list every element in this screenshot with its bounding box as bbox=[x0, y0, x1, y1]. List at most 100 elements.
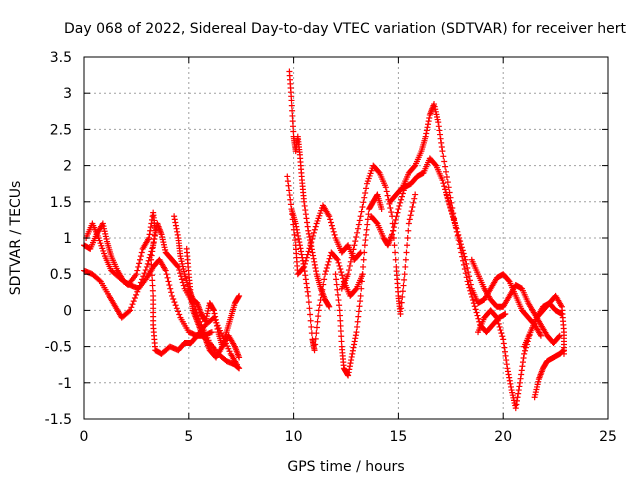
data-point bbox=[358, 208, 365, 215]
data-point bbox=[461, 253, 468, 260]
data-point bbox=[130, 298, 137, 305]
data-point bbox=[333, 276, 340, 283]
data-point bbox=[360, 263, 367, 270]
data-point bbox=[398, 185, 405, 192]
data-point bbox=[322, 271, 329, 278]
data-point bbox=[360, 199, 367, 206]
data-point bbox=[474, 312, 481, 319]
data-point bbox=[404, 242, 411, 249]
data-point bbox=[354, 229, 361, 236]
data-point bbox=[336, 302, 343, 309]
data-point bbox=[466, 273, 473, 280]
data-point bbox=[442, 163, 449, 170]
data-point bbox=[358, 278, 365, 285]
data-point bbox=[306, 305, 313, 312]
data-point bbox=[148, 256, 155, 263]
data-point bbox=[345, 267, 352, 274]
data-point bbox=[136, 256, 143, 263]
data-point bbox=[351, 242, 358, 249]
data-point bbox=[177, 270, 184, 277]
data-point bbox=[466, 277, 473, 284]
data-point bbox=[290, 226, 297, 233]
data-point bbox=[456, 235, 463, 241]
data-point bbox=[399, 293, 406, 300]
data-point bbox=[163, 271, 170, 278]
data-point bbox=[498, 330, 505, 337]
data-point bbox=[335, 259, 342, 266]
data-point bbox=[170, 296, 177, 303]
data-point bbox=[450, 216, 457, 223]
data-point bbox=[398, 193, 405, 200]
data-point bbox=[443, 173, 450, 180]
data-point bbox=[455, 231, 462, 238]
data-point bbox=[338, 338, 345, 345]
series-sat-n bbox=[475, 300, 565, 412]
data-point bbox=[136, 282, 143, 289]
data-point bbox=[326, 213, 333, 220]
data-point bbox=[133, 271, 140, 278]
x-tick-label: 15 bbox=[389, 429, 407, 445]
data-point bbox=[412, 191, 419, 198]
data-point bbox=[387, 205, 394, 212]
data-point bbox=[333, 255, 340, 262]
data-point bbox=[305, 248, 312, 255]
data-point bbox=[304, 251, 311, 258]
data-point bbox=[323, 264, 330, 271]
data-point bbox=[290, 123, 297, 130]
data-point bbox=[149, 282, 156, 289]
data-point bbox=[148, 272, 155, 279]
data-point bbox=[301, 263, 308, 270]
data-point bbox=[359, 271, 366, 278]
data-point bbox=[457, 241, 464, 248]
data-point bbox=[392, 216, 399, 223]
data-point bbox=[363, 226, 370, 233]
series-sat-p bbox=[521, 292, 567, 357]
data-point bbox=[401, 271, 408, 278]
x-tick-label: 5 bbox=[184, 429, 193, 445]
data-point bbox=[469, 297, 476, 304]
x-tick-label: 25 bbox=[599, 429, 617, 445]
data-point bbox=[404, 235, 411, 241]
data-point bbox=[555, 333, 562, 340]
data-point bbox=[355, 308, 362, 315]
data-point bbox=[311, 347, 318, 354]
data-point bbox=[451, 219, 458, 226]
data-point bbox=[361, 249, 368, 256]
x-tick-labels: 0 5 10 15 20 25 bbox=[80, 429, 617, 445]
y-tick-label: 3 bbox=[63, 86, 72, 102]
data-point bbox=[127, 307, 134, 314]
data-point bbox=[328, 219, 335, 226]
data-point bbox=[334, 291, 341, 298]
data-point bbox=[301, 260, 308, 267]
data-point bbox=[449, 213, 456, 220]
data-point bbox=[289, 211, 296, 218]
data-point bbox=[143, 263, 150, 270]
data-point bbox=[459, 247, 466, 254]
data-point bbox=[128, 304, 135, 311]
data-point bbox=[361, 242, 368, 249]
data-point bbox=[167, 285, 174, 292]
data-point bbox=[314, 318, 321, 325]
data-point bbox=[396, 202, 403, 209]
y-tick-labels: -1.5 -1 -0.5 0 0.5 1 1.5 2 2.5 3 3.5 bbox=[45, 50, 72, 428]
data-point bbox=[331, 231, 338, 238]
data-point bbox=[176, 311, 183, 318]
data-point bbox=[142, 267, 149, 274]
data-point bbox=[312, 223, 319, 230]
data-point bbox=[521, 350, 528, 357]
data-point bbox=[147, 251, 154, 258]
data-point bbox=[493, 314, 500, 321]
data-point bbox=[349, 250, 356, 257]
data-point bbox=[325, 258, 332, 265]
data-point bbox=[149, 287, 156, 294]
data-point bbox=[144, 260, 151, 267]
data-point bbox=[134, 288, 141, 295]
data-point bbox=[373, 219, 380, 226]
data-point bbox=[332, 271, 339, 278]
data-point bbox=[389, 231, 396, 238]
data-point bbox=[362, 190, 369, 197]
data-point bbox=[290, 128, 297, 135]
data-point bbox=[300, 264, 307, 271]
y-tick-label: 3.5 bbox=[50, 50, 72, 66]
